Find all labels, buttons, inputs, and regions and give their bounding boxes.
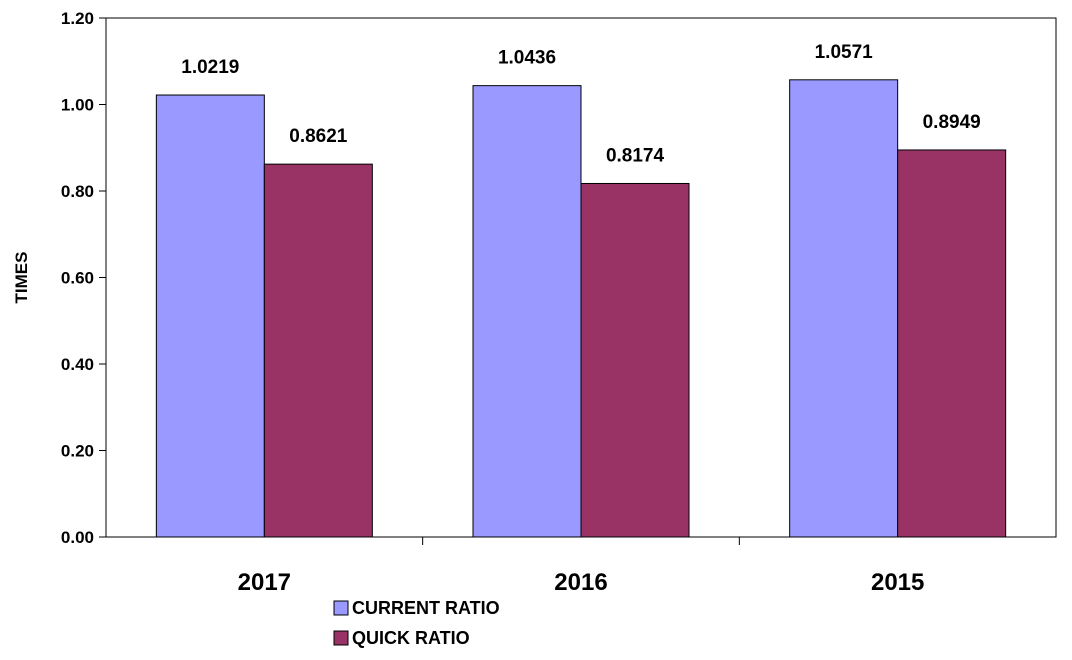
legend-label: QUICK RATIO xyxy=(352,628,470,648)
legend-swatch xyxy=(333,630,349,646)
data-label: 0.8949 xyxy=(923,112,981,133)
y-tick-label: 1.20 xyxy=(61,9,94,28)
x-tick-label: 2015 xyxy=(871,569,924,596)
bar-quick-ratio-2015 xyxy=(897,149,1007,538)
y-tick-label: 0.60 xyxy=(61,269,94,288)
bar-current-ratio-2017 xyxy=(155,94,265,538)
legend-swatch xyxy=(333,600,349,616)
data-label: 1.0219 xyxy=(181,57,239,78)
y-axis-title: TIMES xyxy=(12,252,31,304)
plot-area: 2017 1.0219 0.8621 2016 1.0436 0.8174 2015 1.05… xyxy=(155,42,1007,596)
y-tick-label: 1.00 xyxy=(61,96,94,115)
bar-current-ratio-2016 xyxy=(472,85,582,538)
data-label: 0.8174 xyxy=(606,145,665,166)
bar-quick-ratio-2016 xyxy=(580,182,690,538)
data-label: 1.0571 xyxy=(815,42,874,63)
data-label: 0.8621 xyxy=(289,126,348,147)
y-tick-label: 0.40 xyxy=(61,355,94,374)
x-tick-label: 2016 xyxy=(554,569,607,596)
y-axis: 0.00 0.20 0.40 0.60 0.80 1.00 1.20 xyxy=(61,9,106,547)
data-label: 1.0436 xyxy=(498,48,556,69)
y-tick-label: 0.00 xyxy=(61,528,94,547)
y-tick-label: 0.20 xyxy=(61,442,94,461)
bar-current-ratio-2015 xyxy=(789,79,899,538)
bar-quick-ratio-2017 xyxy=(263,163,373,538)
y-tick-label: 0.80 xyxy=(61,182,94,201)
x-tick-label: 2017 xyxy=(238,569,291,596)
legend-label: CURRENT RATIO xyxy=(352,598,500,618)
legend: CURRENT RATIO QUICK RATIO xyxy=(333,598,500,648)
